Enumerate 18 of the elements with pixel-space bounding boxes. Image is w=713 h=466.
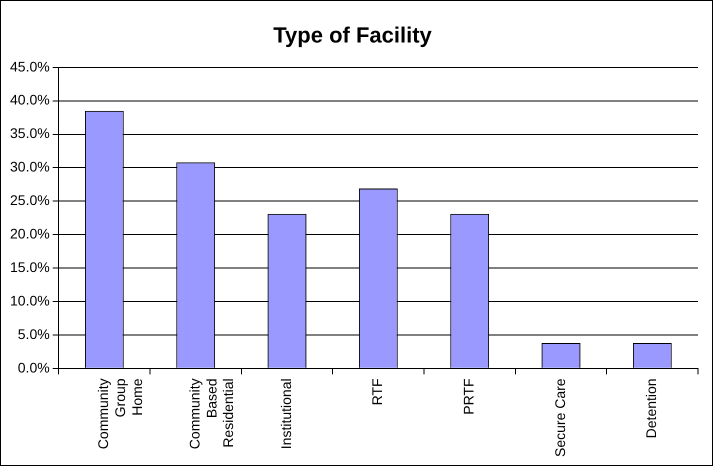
x-tick-label: Secure Care <box>552 378 568 457</box>
y-tick-label: 45.0% <box>10 58 50 74</box>
y-tick-label: 10.0% <box>10 292 50 308</box>
x-tick-label: Community Based Residential <box>186 378 236 450</box>
y-tick-label: 0.0% <box>18 359 50 376</box>
chart-title: Type of Facility <box>273 22 433 48</box>
y-tick-label: 40.0% <box>10 92 50 108</box>
x-tick-label: PRTF <box>460 378 477 415</box>
y-tick-label: 5.0% <box>18 326 50 342</box>
y-tick-label: 30.0% <box>10 158 50 175</box>
y-tick-label: 35.0% <box>10 125 50 142</box>
x-tick-label: RTF <box>369 378 386 406</box>
x-tick-label: Institutional <box>278 378 294 450</box>
y-tick-label: 25.0% <box>10 192 50 208</box>
y-tick-label: 15.0% <box>10 258 50 275</box>
x-tick-label: Community Group Home <box>95 378 145 450</box>
x-tick-label: Detention <box>643 378 660 438</box>
y-tick-label: 20.0% <box>10 225 50 242</box>
